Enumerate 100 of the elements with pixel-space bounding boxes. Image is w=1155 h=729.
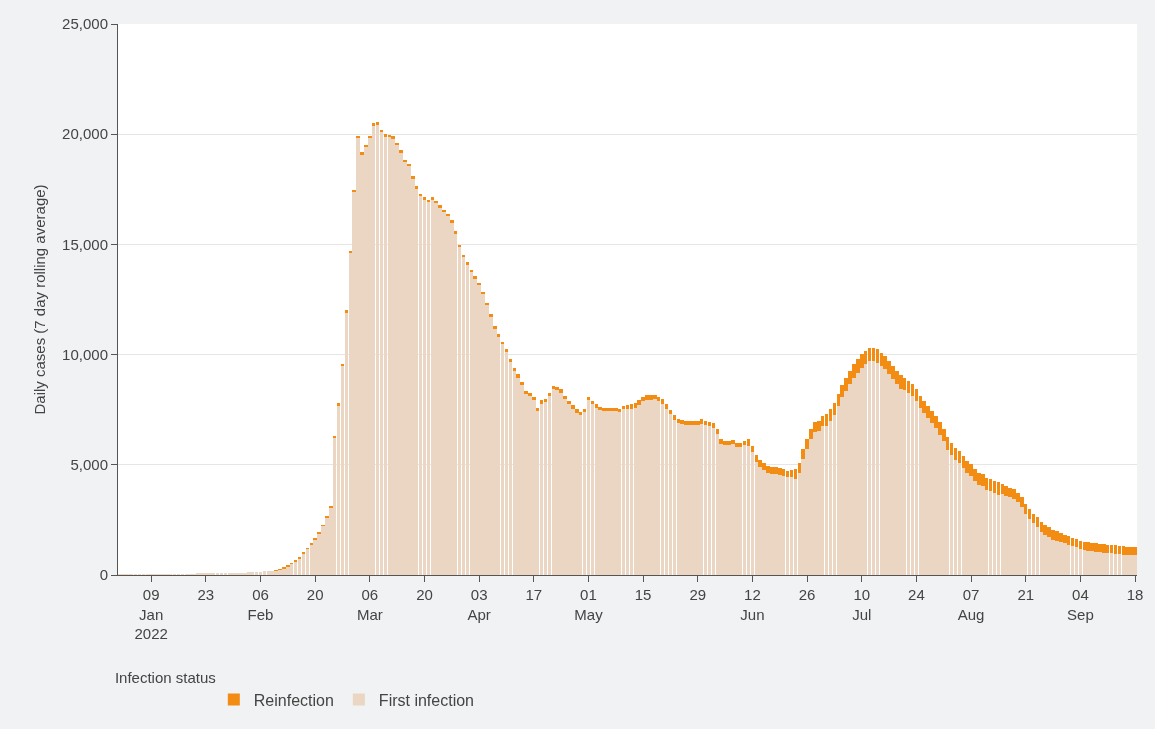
bar xyxy=(286,566,290,575)
bar xyxy=(262,571,267,575)
bar xyxy=(789,470,794,477)
bar xyxy=(360,152,364,155)
bar xyxy=(555,386,559,390)
y-tick-label: 0 xyxy=(99,566,108,584)
bar xyxy=(422,197,427,200)
legend-title: Infection status xyxy=(114,668,216,686)
bar xyxy=(805,439,809,450)
bar xyxy=(653,394,657,400)
x-tick-label: 12 Jun xyxy=(740,586,765,623)
y-tick-label: 10,000 xyxy=(62,345,108,363)
bar xyxy=(567,400,571,405)
bar xyxy=(453,231,458,234)
bar xyxy=(399,150,403,153)
y-tick-label: 20,000 xyxy=(62,125,108,143)
bar xyxy=(539,400,544,404)
bar xyxy=(465,262,470,265)
bar xyxy=(965,460,969,473)
x-tick-label: 26 xyxy=(798,586,816,603)
bar xyxy=(473,276,477,279)
bar xyxy=(629,404,634,409)
x-tick-label: 06 Feb xyxy=(247,586,274,623)
bar xyxy=(371,123,376,126)
x-tick-label: 23 xyxy=(197,586,215,603)
bar xyxy=(1043,534,1048,575)
bar xyxy=(520,381,524,386)
bar xyxy=(699,419,704,424)
bar xyxy=(1051,529,1055,540)
bar xyxy=(559,389,563,393)
bar xyxy=(899,375,903,389)
bar xyxy=(336,403,341,406)
bar xyxy=(996,482,1001,495)
bar xyxy=(563,396,567,400)
bar xyxy=(438,205,442,208)
bar xyxy=(602,407,606,411)
x-tick-label: 20 xyxy=(306,586,324,603)
bar xyxy=(243,572,247,575)
y-tick-label: 5,000 xyxy=(70,456,108,474)
bar xyxy=(660,399,665,404)
bar xyxy=(625,405,630,409)
bar xyxy=(516,374,520,378)
bar xyxy=(407,163,411,166)
bar xyxy=(637,400,641,405)
bar xyxy=(477,282,481,285)
bar xyxy=(1066,536,1071,545)
bar xyxy=(278,569,282,575)
bar xyxy=(664,404,669,409)
bar xyxy=(1133,547,1137,556)
bar xyxy=(1059,533,1063,542)
bar xyxy=(430,197,435,200)
bar xyxy=(645,395,649,400)
bar xyxy=(391,136,395,139)
bar xyxy=(614,408,618,412)
bar xyxy=(528,392,532,397)
bar xyxy=(762,463,766,470)
x-tick-label: 17 xyxy=(525,586,543,603)
y-tick-label: 15,000 xyxy=(62,235,108,253)
x-tick-label: 01 May xyxy=(574,586,604,623)
bar xyxy=(344,310,349,313)
y-tick-label: 25,000 xyxy=(62,15,108,33)
bar xyxy=(1008,487,1012,498)
bar xyxy=(352,189,356,192)
bar xyxy=(778,468,782,475)
bar xyxy=(1121,546,1126,555)
bar xyxy=(606,407,610,411)
bar xyxy=(883,355,887,370)
bar xyxy=(1016,492,1020,503)
bar xyxy=(981,474,985,487)
bar xyxy=(485,302,489,305)
x-tick-label: 09 Jan 2022 xyxy=(134,586,168,642)
bar xyxy=(574,412,579,575)
bar xyxy=(680,419,684,425)
bar xyxy=(1133,555,1137,575)
bar xyxy=(1043,524,1048,535)
x-tick-label: 24 xyxy=(908,586,925,603)
bar xyxy=(672,415,677,420)
bar xyxy=(496,334,501,337)
bar xyxy=(414,186,419,189)
x-tick-label: 03 Apr xyxy=(467,586,491,623)
bar xyxy=(715,429,720,434)
bar xyxy=(801,449,805,460)
bar xyxy=(493,326,497,329)
bar xyxy=(1113,545,1118,554)
bar xyxy=(598,406,602,410)
bar xyxy=(239,572,243,575)
bar xyxy=(1004,485,1008,496)
bar xyxy=(1055,531,1059,542)
bar xyxy=(926,405,930,419)
bar xyxy=(719,439,723,444)
bar xyxy=(1047,527,1051,538)
bar xyxy=(696,420,700,426)
bar xyxy=(746,439,751,446)
bar xyxy=(723,440,727,446)
x-tick-label: 29 xyxy=(689,586,707,603)
x-tick-label: 18 xyxy=(1126,586,1144,603)
bar xyxy=(1063,534,1067,544)
bar xyxy=(250,572,255,575)
bar xyxy=(446,213,450,216)
bar xyxy=(524,390,528,395)
